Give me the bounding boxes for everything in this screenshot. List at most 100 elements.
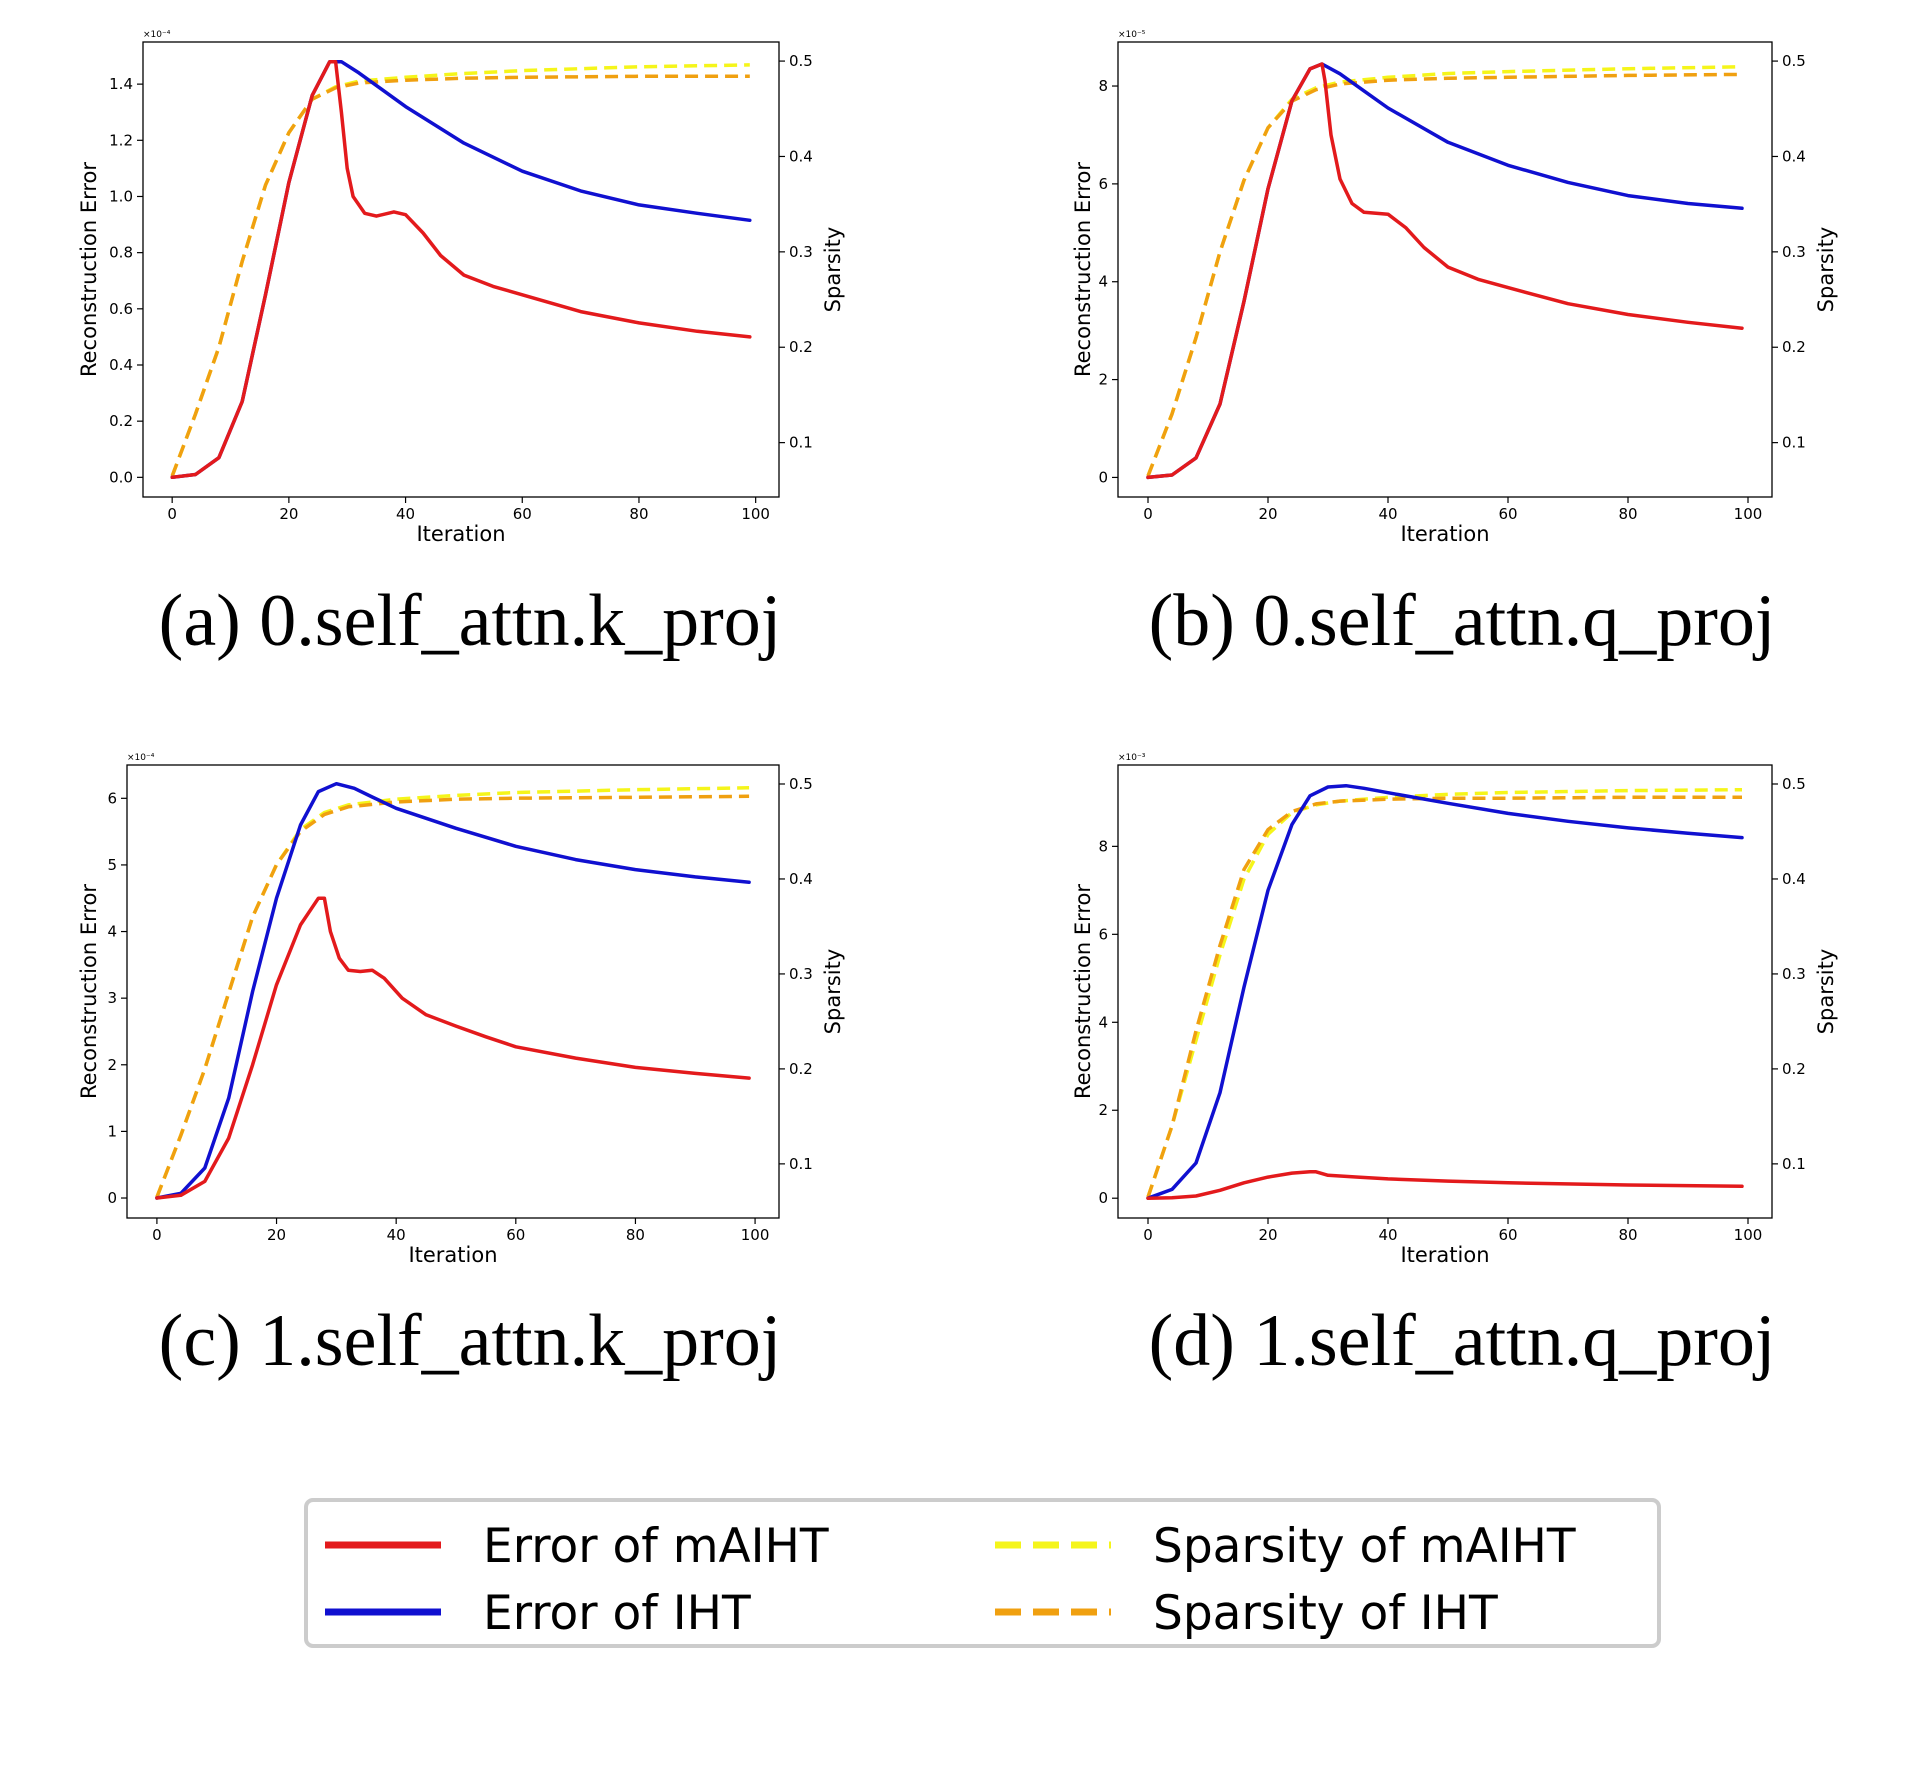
y-tick-label: 1.2 bbox=[109, 131, 133, 149]
legend-box bbox=[304, 1498, 1661, 1648]
y2-tick-label: 0.3 bbox=[1782, 965, 1806, 983]
axis-multiplier: ×10⁻³ bbox=[1118, 753, 1146, 763]
y2-tick-label: 0.5 bbox=[1782, 775, 1806, 793]
x-tick-label: 20 bbox=[279, 505, 298, 523]
series-line-error-maiht bbox=[1146, 62, 1744, 480]
x-tick-label: 100 bbox=[1734, 1226, 1763, 1244]
y2-tick-label: 0.3 bbox=[789, 965, 813, 983]
x-tick-label: 100 bbox=[741, 505, 770, 523]
y2-tick-label: 0.3 bbox=[1782, 243, 1806, 261]
y2-axis-label: Sparsity bbox=[821, 949, 845, 1035]
y2-tick-label: 0.5 bbox=[1782, 52, 1806, 70]
series-line-error-iht bbox=[170, 59, 752, 480]
series-line-error-iht bbox=[1146, 62, 1744, 480]
x-tick-label: 0 bbox=[152, 1226, 162, 1244]
y-tick-label: 1.4 bbox=[109, 75, 133, 93]
y-tick-label: 2 bbox=[107, 1056, 117, 1074]
x-tick-label: 100 bbox=[741, 1226, 770, 1244]
legend-entry-sparsity-maiht: Sparsity of mAIHT bbox=[995, 1519, 1576, 1574]
x-tick-label: 60 bbox=[506, 1226, 525, 1244]
y2-tick-label: 0.2 bbox=[789, 338, 813, 356]
y-axis-label: Reconstruction Error bbox=[1071, 884, 1095, 1099]
legend-label: Error of mAIHT bbox=[483, 1519, 829, 1574]
y-tick-label: 4 bbox=[1098, 1013, 1108, 1031]
y-tick-label: 4 bbox=[107, 923, 117, 941]
panel-caption: (a) 0.self_attn.k_proj bbox=[159, 580, 782, 662]
x-tick-label: 40 bbox=[387, 1226, 406, 1244]
y-tick-label: 0 bbox=[1098, 468, 1108, 486]
series-line-error-iht bbox=[155, 781, 751, 1200]
y-tick-label: 8 bbox=[1098, 837, 1108, 855]
x-tick-label: 80 bbox=[1618, 505, 1637, 523]
axis-multiplier: ×10⁻⁴ bbox=[127, 753, 155, 763]
y2-axis-label: Sparsity bbox=[1814, 949, 1838, 1035]
x-tick-label: 40 bbox=[396, 505, 415, 523]
chart-panel-d: 0 20 40 60 80 100 0 2 4 6 8 0.1 0.2 0.3 0.4 0.5 ×10⁻³ Ite… bbox=[1071, 753, 1838, 1382]
series-line-error-iht bbox=[1146, 783, 1744, 1200]
x-tick-label: 40 bbox=[1378, 1226, 1397, 1244]
x-axis-label: Iteration bbox=[416, 522, 505, 546]
x-axis-label: Iteration bbox=[1400, 1243, 1489, 1267]
y-tick-label: 0.6 bbox=[109, 300, 133, 318]
x-tick-label: 40 bbox=[1378, 505, 1397, 523]
x-tick-label: 80 bbox=[626, 1226, 645, 1244]
legend-entry-error-maiht: Error of mAIHT bbox=[325, 1519, 829, 1574]
x-tick-label: 100 bbox=[1734, 505, 1763, 523]
plot-frame bbox=[1117, 41, 1773, 498]
y-axis-label: Reconstruction Error bbox=[77, 162, 101, 377]
y-tick-label: 0 bbox=[1098, 1189, 1108, 1207]
series-line-error-maiht bbox=[170, 59, 752, 480]
series-group bbox=[1146, 62, 1744, 480]
series-line-sparsity-maiht bbox=[155, 786, 750, 1198]
y2-tick-label: 0.1 bbox=[1782, 434, 1806, 452]
y2-tick-label: 0.2 bbox=[1782, 338, 1806, 356]
y-tick-label: 8 bbox=[1098, 77, 1108, 95]
x-tick-label: 0 bbox=[1143, 1226, 1153, 1244]
y-tick-label: 2 bbox=[1098, 1101, 1108, 1119]
legend-entry-sparsity-iht: Sparsity of IHT bbox=[995, 1586, 1498, 1641]
chart-panel-a: 0 20 40 60 80 100 0.0 0.2 0.4 0.6 0.8 1.0 1.2 1.4 0.1 0… bbox=[77, 30, 845, 662]
y-tick-label: 2 bbox=[1098, 371, 1108, 389]
y2-tick-label: 0.3 bbox=[789, 243, 813, 261]
plot-frame bbox=[1117, 764, 1773, 1219]
x-tick-label: 60 bbox=[1498, 1226, 1517, 1244]
y-tick-label: 3 bbox=[107, 989, 117, 1007]
y2-tick-label: 0.1 bbox=[1782, 1155, 1806, 1173]
chart-panel-c: 0 20 40 60 80 100 0 1 2 3 4 5 6 0.1 0.2 0.3 0.4 0.5 ×10⁻⁴ I… bbox=[77, 753, 845, 1382]
y-tick-label: 6 bbox=[1098, 175, 1108, 193]
legend-label: Sparsity of mAIHT bbox=[1153, 1519, 1576, 1574]
x-tick-label: 60 bbox=[513, 505, 532, 523]
y-tick-label: 0.4 bbox=[109, 356, 133, 374]
x-tick-label: 80 bbox=[629, 505, 648, 523]
y2-tick-label: 0.2 bbox=[1782, 1060, 1806, 1078]
legend-label: Sparsity of IHT bbox=[1153, 1586, 1498, 1641]
x-tick-label: 0 bbox=[167, 505, 177, 523]
x-axis-label: Iteration bbox=[1400, 522, 1489, 546]
y-tick-label: 4 bbox=[1098, 273, 1108, 291]
y2-tick-label: 0.1 bbox=[789, 434, 813, 452]
series-group bbox=[155, 781, 751, 1200]
x-tick-label: 60 bbox=[1498, 505, 1517, 523]
axis-multiplier: ×10⁻⁵ bbox=[1118, 30, 1146, 40]
y-axis-label: Reconstruction Error bbox=[1071, 162, 1095, 377]
y-tick-label: 6 bbox=[107, 789, 117, 807]
legend-entry-error-iht: Error of IHT bbox=[325, 1586, 751, 1641]
y2-tick-label: 0.5 bbox=[789, 775, 813, 793]
legend: Error of mAIHT Error of IHT Sparsity of mA… bbox=[304, 1498, 1661, 1648]
panel-caption: (c) 1.self_attn.k_proj bbox=[159, 1300, 782, 1382]
series-line-sparsity-iht bbox=[155, 794, 750, 1198]
y2-tick-label: 0.4 bbox=[1782, 870, 1806, 888]
x-axis-label: Iteration bbox=[408, 1243, 497, 1267]
y-tick-label: 0.8 bbox=[109, 244, 133, 262]
y2-axis-label: Sparsity bbox=[821, 227, 845, 313]
y-tick-label: 0.0 bbox=[109, 468, 133, 486]
x-tick-label: 80 bbox=[1618, 1226, 1637, 1244]
series-group bbox=[170, 59, 752, 480]
series-line-sparsity-iht bbox=[1146, 795, 1742, 1198]
x-tick-label: 0 bbox=[1143, 505, 1153, 523]
y2-axis-label: Sparsity bbox=[1814, 227, 1838, 313]
y-tick-label: 1 bbox=[107, 1122, 117, 1140]
y-tick-label: 1.0 bbox=[109, 187, 133, 205]
series-line-sparsity-iht bbox=[170, 74, 750, 477]
